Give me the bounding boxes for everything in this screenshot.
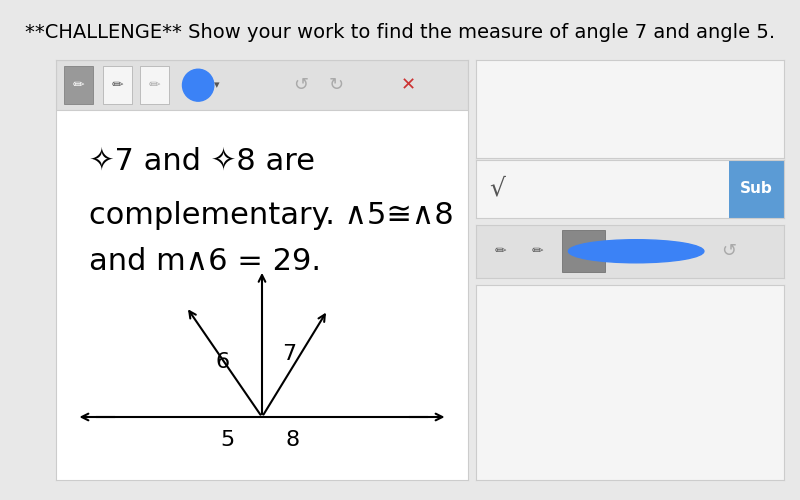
Text: 6: 6 xyxy=(216,352,230,372)
Text: ✏: ✏ xyxy=(532,244,543,258)
Text: **CHALLENGE** Show your work to find the measure of angle 7 and angle 5.: **CHALLENGE** Show your work to find the… xyxy=(25,23,775,42)
Text: ✏: ✏ xyxy=(149,78,161,92)
Text: 7: 7 xyxy=(282,344,296,364)
Text: ↻: ↻ xyxy=(329,76,344,94)
Bar xyxy=(562,230,606,272)
Text: complementary. ∧5≅∧8: complementary. ∧5≅∧8 xyxy=(89,201,454,230)
Text: 8: 8 xyxy=(286,430,300,450)
Bar xyxy=(64,66,93,104)
Text: ↺: ↺ xyxy=(721,242,736,260)
Text: ↺: ↺ xyxy=(294,76,309,94)
Bar xyxy=(103,66,132,104)
Text: √: √ xyxy=(490,177,506,201)
Text: 5: 5 xyxy=(220,430,234,450)
Bar xyxy=(141,66,170,104)
Text: ✏: ✏ xyxy=(495,244,506,258)
Circle shape xyxy=(182,69,214,101)
Text: ✏: ✏ xyxy=(73,78,85,92)
Text: and m∧6 = 29.: and m∧6 = 29. xyxy=(89,247,321,276)
Bar xyxy=(56,60,468,110)
Text: ✏: ✏ xyxy=(578,244,590,258)
Text: ✕: ✕ xyxy=(401,76,416,94)
Text: Sub: Sub xyxy=(740,181,773,196)
Text: ✧7 and ✧8 are: ✧7 and ✧8 are xyxy=(89,146,315,176)
Bar xyxy=(729,160,796,218)
Text: ▾: ▾ xyxy=(661,246,666,256)
Circle shape xyxy=(568,240,704,263)
Text: ▾: ▾ xyxy=(214,80,219,90)
Text: ✏: ✏ xyxy=(112,78,124,92)
